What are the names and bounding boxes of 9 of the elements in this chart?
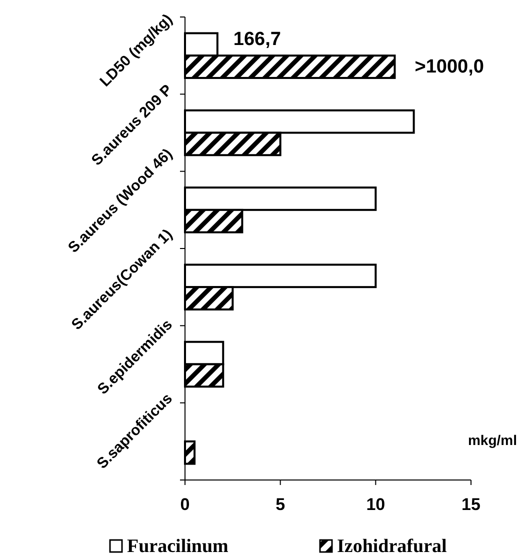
annotation: >1000,0	[414, 56, 484, 78]
x-tick-label: 15	[462, 495, 480, 514]
annotation: 166,7	[233, 28, 281, 50]
annotation: mkg/ml	[468, 432, 517, 448]
legend-label: Izohidrafural	[337, 536, 447, 557]
x-tick-label: 0	[180, 495, 190, 514]
legend-label: Furacilinum	[127, 536, 229, 557]
x-tick-label: 10	[366, 495, 386, 514]
x-tick-label: 5	[276, 495, 286, 514]
